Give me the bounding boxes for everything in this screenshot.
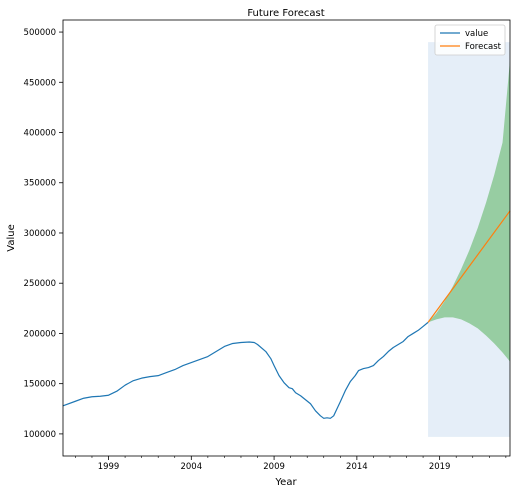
forecast-window-shade — [428, 42, 510, 437]
plot-area — [62, 42, 511, 437]
y-tick-label: 500000 — [24, 28, 56, 38]
x-tick-label: 2014 — [346, 462, 368, 472]
y-tick-label: 150000 — [24, 380, 56, 390]
y-tick-label: 450000 — [24, 78, 56, 88]
legend-label-forecast: Forecast — [465, 42, 502, 52]
y-tick-label: 350000 — [24, 179, 56, 189]
x-axis-label: Year — [274, 477, 297, 488]
confidence-band — [428, 60, 510, 362]
y-tick-label: 400000 — [24, 129, 56, 139]
series-line-value — [62, 321, 429, 419]
x-tick-label: 2009 — [263, 462, 285, 472]
x-tick-label: 2019 — [429, 462, 451, 472]
y-axis: 100000 150000 200000 250000 300000 350000 4000… — [24, 28, 63, 440]
x-axis: 1999 2004 2009 2014 2019 — [75, 456, 507, 472]
series-line-forecast — [427, 210, 511, 323]
plot-frame — [62, 19, 511, 457]
y-axis-label: Value — [6, 224, 17, 251]
y-tick-label: 250000 — [24, 279, 56, 289]
x-tick-label: 2004 — [180, 462, 202, 472]
legend-label-value: value — [465, 29, 488, 39]
y-tick-label: 100000 — [24, 430, 56, 440]
y-tick-label: 300000 — [24, 229, 56, 239]
chart-title: Future Forecast — [247, 8, 324, 19]
y-tick-label: 200000 — [24, 329, 56, 339]
x-tick-label: 1999 — [98, 462, 120, 472]
legend: value Forecast — [434, 24, 506, 56]
